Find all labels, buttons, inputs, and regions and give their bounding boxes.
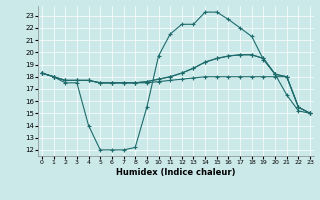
X-axis label: Humidex (Indice chaleur): Humidex (Indice chaleur): [116, 168, 236, 177]
